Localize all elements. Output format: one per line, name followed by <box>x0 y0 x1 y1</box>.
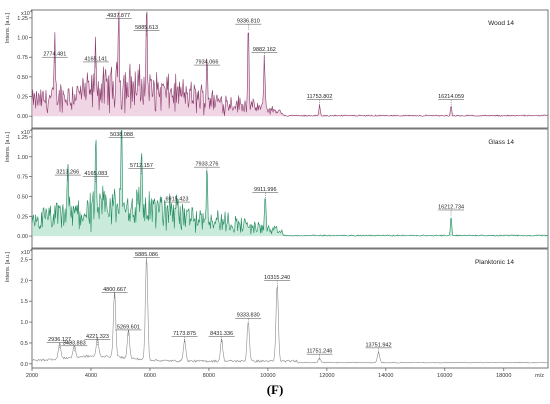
y-tick-label: 0.00 <box>17 114 28 120</box>
y-axis-label: Intens. [a.u.] <box>5 251 11 282</box>
peak-label: 9336.810 <box>237 19 260 25</box>
spectrum-line <box>31 259 549 364</box>
spectrum-line <box>31 11 549 117</box>
peak-label: 7934.066 <box>195 60 218 66</box>
peak-label: 10315.240 <box>264 275 290 281</box>
peak-label: 4937.877 <box>107 13 130 19</box>
series-name: Wood 14 <box>488 20 514 27</box>
peak-label: 5269.601 <box>117 324 140 330</box>
y-tick-label: 1.00 <box>17 155 28 161</box>
plot-frame <box>31 128 549 249</box>
x-tick-label: 4000 <box>85 373 97 379</box>
peak-label: 9333.830 <box>237 313 260 319</box>
y-tick-label: 0.5 <box>20 341 28 347</box>
peak-label: 4221.323 <box>86 334 109 340</box>
peak-label: 11753.802 <box>307 94 333 100</box>
spectrum-line <box>31 130 549 237</box>
spectrum-panel: 0.00 0.25 0.50 0.75 1.00 1.25 Intens. [a.u.] x1… <box>5 9 549 129</box>
y-tick-label: 0.25 <box>17 214 28 220</box>
x-tick-label: 16000 <box>437 373 452 379</box>
y-tick-label: 1.0 <box>20 320 28 326</box>
x-tick-label: 8000 <box>203 373 215 379</box>
y-multiplier: x104 <box>21 9 33 18</box>
y-tick-label: 1.5 <box>20 299 28 305</box>
y-tick-label: 0.75 <box>17 55 28 61</box>
spectrum-panel: 0.00 0.25 0.50 0.75 1.00 1.25 Intens. [a.u.] x1… <box>5 128 549 249</box>
peak-label: 7173.875 <box>173 331 196 337</box>
peak-label: 5712.157 <box>130 163 153 169</box>
plot-frame <box>31 9 549 129</box>
x-tick-label: 10000 <box>260 373 275 379</box>
y-axis-label: Intens. [a.u.] <box>5 131 11 162</box>
x-tick-label: 18000 <box>496 373 511 379</box>
series-name: Glass 14 <box>488 139 514 146</box>
peak-label: 2936.127 <box>48 337 71 343</box>
x-tick-label: 6000 <box>144 373 156 379</box>
y-tick-label: 1.00 <box>17 36 28 42</box>
spectra-figure: 0.00 0.25 0.50 0.75 1.00 1.25 Intens. [a.u.] x1… <box>5 9 549 379</box>
y-axis-label: Intens. [a.u.] <box>5 12 11 43</box>
plot-frame <box>31 248 549 369</box>
y-tick-label: 0.00 <box>17 234 28 240</box>
spectrum-fill <box>32 11 548 117</box>
spectrum-fill <box>32 130 548 237</box>
x-axis-label: m/z <box>535 373 544 379</box>
peak-label: 16214.059 <box>438 94 464 100</box>
y-tick-label: 1.25 <box>17 16 28 22</box>
series-name: Planktonic 14 <box>475 259 514 266</box>
peak-label: 2774.481 <box>43 52 66 58</box>
y-tick-label: 1.25 <box>17 135 28 141</box>
y-exponent: 4 <box>30 9 33 14</box>
peak-label: 13751.942 <box>366 342 392 348</box>
spectrum-panel: 0.0 0.5 1.0 1.5 2.0 2.5 Intens. [a.u.] x104 Plan… <box>5 248 549 379</box>
peak-label: 9882.162 <box>253 47 276 53</box>
y-multiplier: x104 <box>21 128 33 137</box>
y-tick-label: 0.50 <box>17 194 28 200</box>
peak-label: 7933.276 <box>195 162 218 168</box>
peak-label: 5038.088 <box>110 132 133 138</box>
peak-label: 16212.734 <box>438 204 464 210</box>
y-tick-label: 2.5 <box>20 257 28 263</box>
y-tick-label: 0.50 <box>17 75 28 81</box>
y-tick-label: 2.0 <box>20 278 28 284</box>
peak-label: 8431.336 <box>210 331 233 337</box>
x-tick-label: 12000 <box>319 373 334 379</box>
x-tick-label: 2000 <box>26 373 38 379</box>
figure-caption: (F) <box>266 382 284 397</box>
y-exponent: 4 <box>30 248 33 253</box>
y-tick-label: 0.25 <box>17 95 28 101</box>
peak-label: 5885.613 <box>135 25 158 31</box>
peak-label: 11751.246 <box>307 349 333 355</box>
peak-label: 3433.883 <box>63 340 86 346</box>
x-tick-label: 14000 <box>378 373 393 379</box>
y-tick-label: 0.75 <box>17 175 28 181</box>
peak-label: 4165.083 <box>84 171 107 177</box>
y-multiplier: x104 <box>21 248 33 257</box>
peak-label: 3213.266 <box>56 170 79 176</box>
peak-label: 5885.086 <box>135 252 158 258</box>
peak-label: 4165.141 <box>84 56 107 62</box>
peak-label: 9911.996 <box>254 187 277 193</box>
y-tick-label: 0.0 <box>20 362 28 368</box>
y-exponent: 4 <box>30 128 33 133</box>
peak-label: 6915.423 <box>165 197 188 203</box>
peak-label: 4800.667 <box>103 287 126 293</box>
